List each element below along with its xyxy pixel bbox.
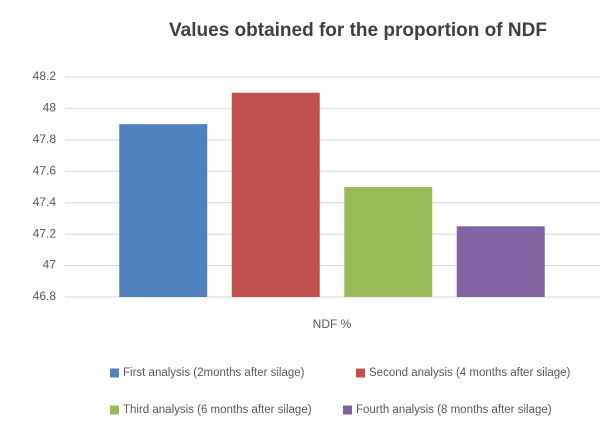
y-tick-label: 47 — [43, 258, 57, 272]
bar — [231, 92, 320, 297]
legend-swatch — [110, 405, 119, 415]
x-tick-label: NDF % — [313, 317, 352, 331]
legend-label: First analysis (2months after silage) — [123, 367, 305, 379]
legend-label: Fourth analysis (8 months after silage) — [356, 404, 552, 416]
legend-swatch — [356, 368, 365, 378]
legend-swatch — [110, 368, 119, 378]
legend-label: Second analysis (4 months after silage) — [369, 367, 571, 379]
chart-title: Values obtained for the proportion of ND… — [169, 20, 547, 41]
bar — [119, 124, 208, 298]
y-tick-label: 48.2 — [33, 69, 57, 83]
bar — [456, 226, 545, 297]
y-tick-label: 46.8 — [33, 289, 57, 303]
y-tick-label: 47.2 — [33, 226, 57, 240]
y-tick-label: 47.4 — [33, 195, 57, 209]
y-tick-label: 48 — [43, 101, 57, 115]
legend-label: Third analysis (6 months after silage) — [123, 404, 312, 416]
bar — [344, 187, 433, 297]
y-tick-label: 47.8 — [33, 132, 57, 146]
y-tick-label: 47.6 — [33, 163, 57, 177]
legend-swatch — [343, 405, 352, 415]
